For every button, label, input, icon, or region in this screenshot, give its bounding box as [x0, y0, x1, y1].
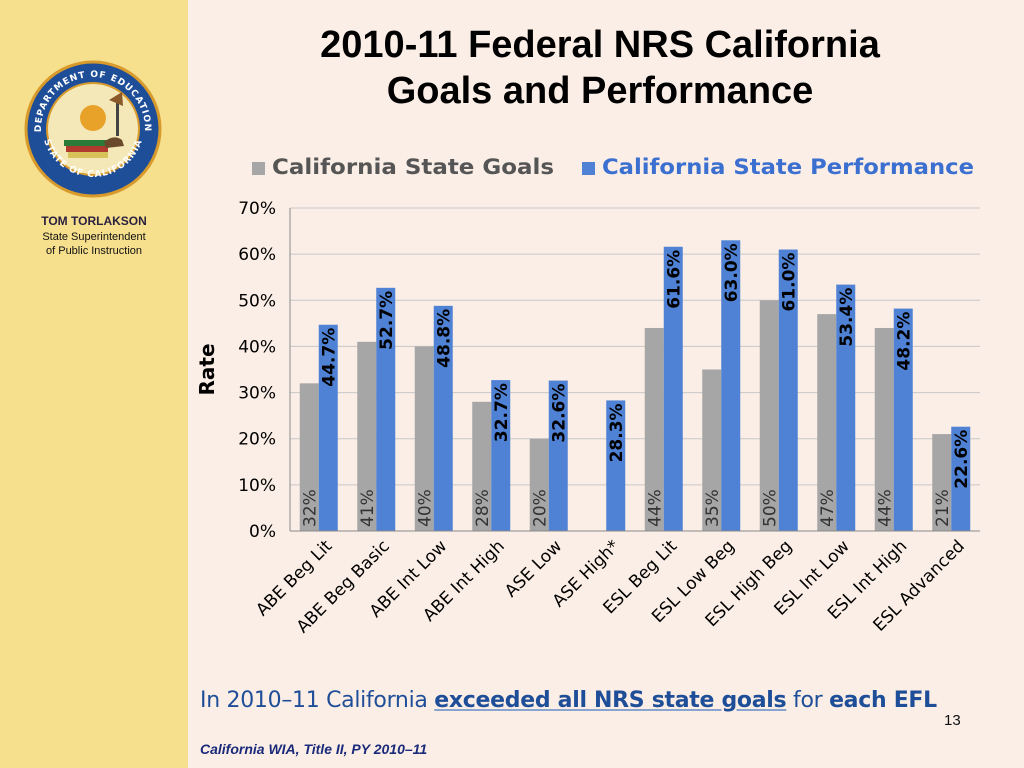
goal-data-label: 35% [703, 489, 723, 527]
goal-bar [932, 434, 952, 531]
slide-title-line-1: 2010-11 Federal NRS California [320, 24, 880, 66]
performance-bar [491, 380, 511, 531]
goal-bar [299, 383, 319, 531]
performance-data-label: 61.0% [779, 253, 799, 312]
goal-bar [702, 369, 722, 531]
performance-data-label: 52.7% [377, 291, 397, 350]
goal-bar [357, 341, 377, 531]
y-tick-label: 40% [238, 337, 276, 357]
legend-label-performance: California State Performance [602, 155, 974, 179]
performance-bar [778, 249, 798, 531]
performance-data-label: 22.6% [952, 430, 972, 489]
page-number: 13 [944, 712, 961, 729]
goal-bar [644, 327, 664, 531]
goal-bar [414, 346, 434, 531]
goal-data-label: 41% [358, 489, 378, 527]
summary-text-middle: for [793, 688, 823, 713]
superintendent-title: State Superintendent [42, 231, 146, 243]
performance-data-label: 48.8% [434, 309, 454, 368]
performance-bar [663, 246, 683, 531]
performance-data-label: 61.6% [664, 250, 684, 309]
performance-data-label: 48.2% [894, 312, 914, 371]
goal-data-label: 28% [473, 489, 493, 527]
legend-swatch-performance [582, 162, 595, 175]
performance-bar [606, 400, 626, 531]
performance-bar [318, 324, 338, 531]
goal-data-label: 50% [760, 489, 780, 527]
y-tick-label: 0% [249, 522, 276, 542]
summary-statement: In 2010–11 California exceeded all NRS s… [200, 688, 937, 713]
legend-swatch-goals [252, 162, 265, 175]
summary-text-end: each EFL [829, 688, 937, 713]
goal-bar [759, 300, 779, 531]
performance-data-label: 44.7% [319, 328, 339, 387]
goal-data-label: 20% [530, 489, 550, 527]
performance-bar [548, 380, 568, 531]
goal-bar [817, 314, 837, 531]
performance-bar [721, 240, 741, 532]
y-tick-label: 60% [238, 245, 276, 265]
slide-title: 2010-11 Federal NRS California Goals and… [200, 22, 1000, 114]
goal-bar [529, 438, 549, 531]
goal-bar [472, 401, 492, 531]
y-tick-label: 20% [238, 430, 276, 450]
performance-bar [893, 308, 913, 531]
sidebar: DEPARTMENT OF EDUCATION STATE OF CALIFOR… [0, 0, 188, 768]
y-tick-label: 50% [238, 291, 276, 311]
performance-bar [433, 305, 453, 531]
department-of-education-seal: DEPARTMENT OF EDUCATION STATE OF CALIFOR… [24, 60, 162, 198]
performance-bar [951, 426, 971, 531]
y-tick-label: 10% [238, 476, 276, 496]
goal-data-label: 32% [300, 489, 320, 527]
goals-performance-bar-chart: 0% 10% 20% 30% 40% 50% 60% 70% Rate California St… [195, 155, 980, 637]
summary-text-emphasis: exceeded all NRS state goals [434, 688, 787, 713]
performance-bar [376, 287, 396, 531]
y-axis-label: Rate [195, 343, 219, 395]
performance-data-label: 32.6% [549, 384, 569, 443]
performance-bar [836, 284, 856, 531]
goal-data-label: 40% [415, 489, 435, 527]
goal-bar [874, 327, 894, 531]
y-tick-label: 30% [238, 384, 276, 404]
summary-text-start: In 2010–11 California [200, 688, 428, 713]
performance-data-label: 32.7% [492, 383, 512, 442]
performance-data-label: 53.4% [837, 288, 857, 347]
goal-data-label: 44% [645, 489, 665, 527]
goal-data-label: 47% [818, 489, 838, 527]
superintendent-title-continued: of Public Instruction [46, 245, 142, 257]
footer-text: California WIA, Title II, PY 2010–11 [200, 741, 428, 757]
goal-data-label: 21% [933, 489, 953, 527]
slide-title-line-2: Goals and Performance [386, 70, 814, 112]
legend-label-goals: California State Goals [272, 155, 554, 179]
performance-data-label: 63.0% [722, 243, 742, 302]
goal-data-label: 44% [875, 489, 895, 527]
performance-data-label: 28.3% [607, 403, 627, 462]
superintendent-name: TOM TORLAKSON [41, 214, 147, 228]
y-tick-label: 70% [238, 199, 276, 219]
